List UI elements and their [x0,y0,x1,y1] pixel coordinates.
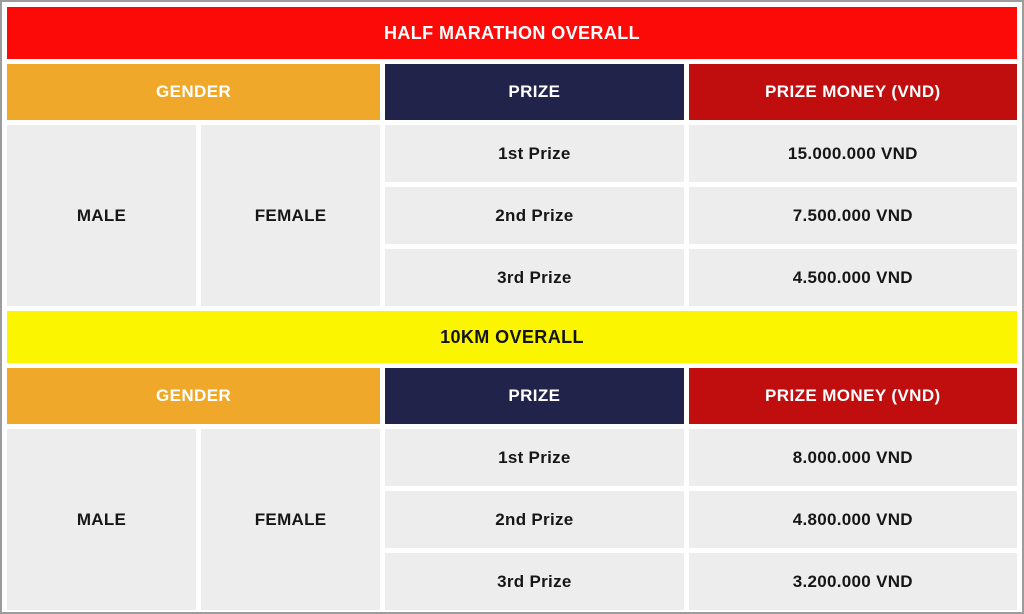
prize-rank-cell: 2nd Prize [385,491,684,548]
prize-amount-cell: 4.800.000 VND [688,491,1017,548]
table-row: 3rd Prize 3.200.000 VND [7,553,1017,610]
section-banner-half-marathon: HALF MARATHON OVERALL [7,7,1017,59]
prize-rank-cell: 2nd Prize [385,187,684,244]
column-header-prize: PRIZE [385,368,684,424]
gender-cell-female: FEMALE [201,429,381,610]
prize-amount-cell: 3.200.000 VND [688,553,1017,610]
header-row-half-marathon: GENDER PRIZE PRIZE MONEY (VND) [7,64,1017,120]
prize-amount-cell: 7.500.000 VND [688,187,1017,244]
table-row: 3rd Prize 4.500.000 VND [7,249,1017,306]
banner-row-10km: 10KM OVERALL [7,311,1017,363]
table-row: 2nd Prize 4.800.000 VND [7,491,1017,548]
gender-cell-female: FEMALE [201,125,381,306]
prize-rank-cell: 1st Prize [385,429,684,486]
column-header-prize: PRIZE [385,64,684,120]
gender-cell-male: MALE [7,125,197,306]
column-header-gender: GENDER [7,368,381,424]
header-row-10km: GENDER PRIZE PRIZE MONEY (VND) [7,368,1017,424]
column-header-prize-money: PRIZE MONEY (VND) [688,368,1017,424]
section-banner-10km: 10KM OVERALL [7,311,1017,363]
prize-amount-cell: 15.000.000 VND [688,125,1017,182]
prize-rank-cell: 3rd Prize [385,553,684,610]
prize-rank-cell: 3rd Prize [385,249,684,306]
prize-amount-cell: 8.000.000 VND [688,429,1017,486]
banner-row-half-marathon: HALF MARATHON OVERALL [7,7,1017,59]
gender-cell-male: MALE [7,429,197,610]
table-row: MALE FEMALE 1st Prize 8.000.000 VND [7,429,1017,610]
table-row: 2nd Prize 7.500.000 VND [7,187,1017,244]
table-row: MALE FEMALE 1st Prize 15.000.000 VND [7,125,1017,306]
column-header-prize-money: PRIZE MONEY (VND) [688,64,1017,120]
prize-amount-cell: 4.500.000 VND [688,249,1017,306]
column-header-gender: GENDER [7,64,381,120]
prize-rank-cell: 1st Prize [385,125,684,182]
